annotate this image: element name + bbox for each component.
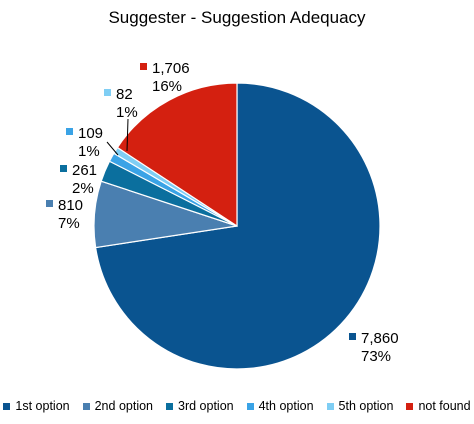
data-label-swatch	[60, 165, 67, 172]
data-label-value: 810	[58, 197, 83, 214]
legend-swatch	[3, 402, 11, 410]
data-label-percent: 16%	[152, 78, 182, 95]
data-label-swatch	[66, 128, 73, 135]
legend-item: 3rd option	[166, 399, 234, 413]
legend-item: 4th option	[246, 399, 314, 413]
data-label-percent: 1%	[78, 143, 100, 160]
leader-line-4th	[106, 141, 119, 156]
data-label-value: 82	[116, 86, 133, 103]
legend-label: 1st option	[15, 399, 70, 413]
pie-slice	[116, 82, 238, 228]
leader-line-5th	[126, 118, 129, 152]
data-label-percent: 2%	[72, 180, 94, 197]
legend-label: not found	[418, 399, 471, 413]
legend-swatch	[166, 402, 173, 410]
data-label-swatch	[349, 333, 356, 340]
data-label-percent: 7%	[58, 215, 80, 232]
data-label-value: 1,706	[152, 60, 190, 77]
data-label-swatch	[104, 89, 111, 96]
legend-swatch	[246, 402, 254, 410]
data-label-value: 7,860	[361, 330, 399, 347]
legend-item: not found	[406, 399, 471, 413]
data-label-percent: 1%	[116, 104, 138, 121]
legend: 1st option 2nd option 3rd option 4th option…	[0, 399, 474, 413]
legend-swatch	[326, 402, 334, 410]
data-label-swatch	[46, 200, 53, 207]
legend-item: 5th option	[326, 399, 394, 413]
data-label-percent: 73%	[361, 348, 391, 365]
data-label-swatch	[140, 63, 147, 70]
legend-label: 3rd option	[178, 399, 234, 413]
legend-swatch	[406, 402, 414, 410]
legend-swatch	[82, 402, 90, 410]
data-label-value: 261	[72, 162, 97, 179]
pie-slice	[94, 82, 381, 370]
legend-label: 4th option	[258, 399, 314, 413]
legend-item: 1st option	[3, 399, 70, 413]
legend-item: 2nd option	[82, 399, 153, 413]
legend-label: 2nd option	[94, 399, 153, 413]
data-label-value: 109	[78, 125, 103, 142]
legend-label: 5th option	[338, 399, 394, 413]
chart-title: Suggester - Suggestion Adequacy	[108, 8, 366, 27]
